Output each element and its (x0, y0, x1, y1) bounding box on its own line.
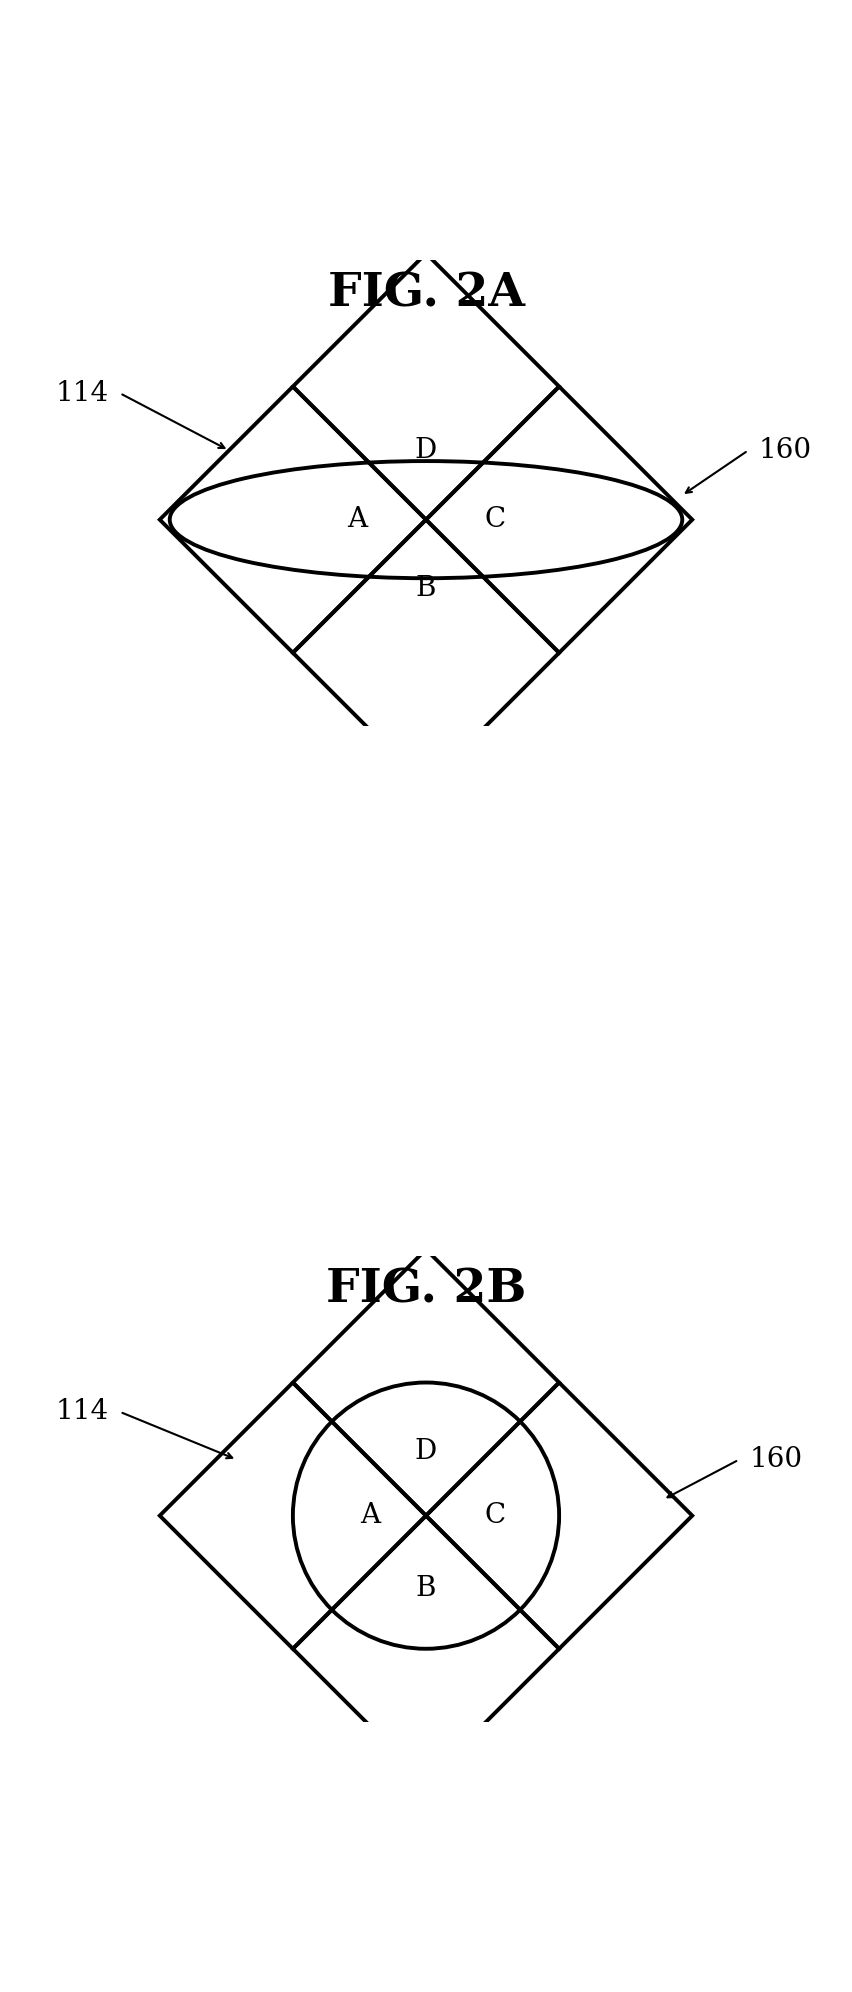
Text: D: D (415, 436, 437, 464)
Text: 160: 160 (759, 436, 812, 464)
Text: D: D (415, 1438, 437, 1466)
Text: 160: 160 (750, 1446, 803, 1474)
Text: FIG. 2A: FIG. 2A (327, 271, 525, 317)
Text: B: B (416, 1576, 436, 1602)
Text: FIG. 2B: FIG. 2B (325, 1267, 527, 1313)
Text: 114: 114 (56, 380, 109, 406)
Text: C: C (485, 1502, 506, 1530)
Text: C: C (485, 506, 506, 534)
Text: B: B (416, 576, 436, 602)
Text: A: A (360, 1502, 380, 1530)
Text: 114: 114 (56, 1398, 109, 1426)
Text: A: A (347, 506, 367, 534)
